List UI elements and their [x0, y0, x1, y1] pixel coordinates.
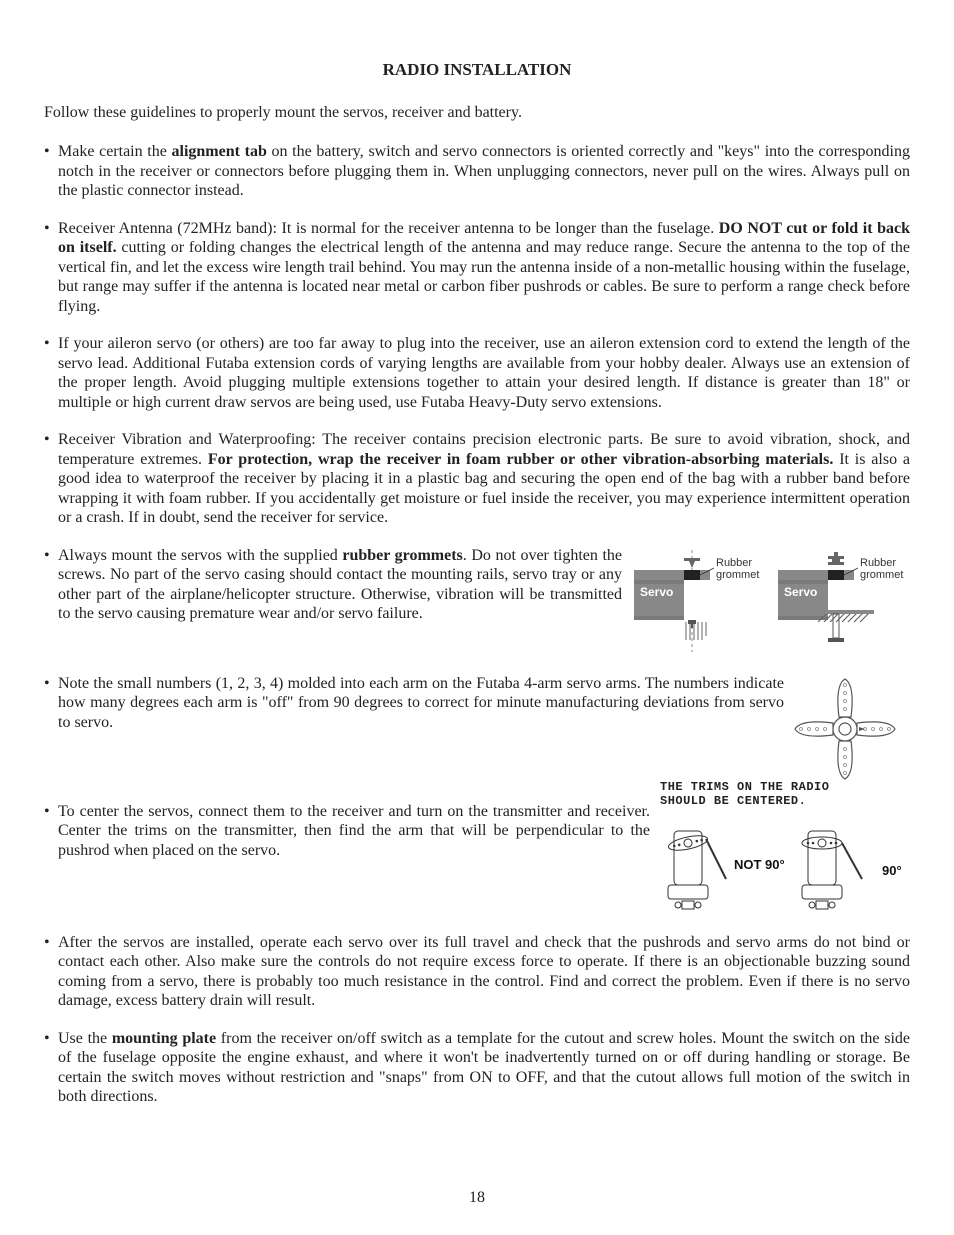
row-rubber-grommets: • Always mount the servos with the suppl…	[44, 546, 910, 656]
trims-figure: NOT 90° 90°	[660, 815, 910, 915]
text: Always mount the servos with the supplie…	[58, 547, 342, 564]
bullet-alignment-tab: • Make certain the alignment tab on the …	[44, 142, 910, 201]
bold-text: For protection, wrap the receiver in foa…	[208, 451, 834, 468]
servo-arm-figure	[790, 674, 900, 784]
text: Receiver Antenna (72MHz band): It is nor…	[58, 220, 719, 237]
row-arm-numbers: • Note the small numbers (1, 2, 3, 4) mo…	[44, 674, 910, 784]
bullet-vibration-waterproof: • Receiver Vibration and Waterproofing: …	[44, 430, 910, 528]
grommet-label: grommet	[860, 569, 903, 581]
text: Note the small numbers (1, 2, 3, 4) mold…	[58, 674, 784, 733]
bullet-marker: •	[44, 802, 54, 861]
not-90-label: NOT 90°	[734, 857, 785, 872]
grommet-label: Rubber	[716, 557, 752, 569]
bullet-marker: •	[44, 142, 54, 201]
bullet-arm-numbers: • Note the small numbers (1, 2, 3, 4) mo…	[44, 674, 784, 733]
servo-grommet-figure: Servo Rubber grommet	[630, 546, 910, 656]
servo-label: Servo	[784, 585, 817, 599]
text: cutting or folding changes the electrica…	[58, 239, 910, 315]
grommet-label: Rubber	[860, 557, 896, 569]
bullet-marker: •	[44, 430, 54, 528]
text: If your aileron servo (or others) are to…	[58, 334, 910, 412]
servo-label: Servo	[640, 585, 673, 599]
bullet-rubber-grommets: • Always mount the servos with the suppl…	[44, 546, 622, 624]
intro-text: Follow these guidelines to properly moun…	[44, 104, 910, 122]
bullet-center-servos: • To center the servos, connect them to …	[44, 802, 650, 861]
text: Use the	[58, 1030, 112, 1047]
page-number: 18	[0, 1189, 954, 1207]
text: Make certain the	[58, 143, 172, 160]
bullet-marker: •	[44, 933, 54, 1011]
bold-text: alignment tab	[172, 143, 267, 160]
text: After the servos are installed, operate …	[58, 933, 910, 1011]
row-center-servos: • To center the servos, connect them to …	[44, 802, 910, 915]
bullet-marker: •	[44, 546, 54, 624]
bullet-marker: •	[44, 674, 54, 733]
page-title: RADIO INSTALLATION	[44, 60, 910, 80]
bullet-after-install: • After the servos are installed, operat…	[44, 933, 910, 1011]
text: To center the servos, connect them to th…	[58, 802, 650, 861]
manual-page: RADIO INSTALLATION Follow these guidelin…	[0, 0, 954, 1235]
bold-text: rubber grommets	[342, 547, 462, 564]
grommet-label: grommet	[716, 569, 759, 581]
trims-caption: THE TRIMS ON THE RADIO SHOULD BE CENTERE…	[660, 780, 910, 809]
bullet-marker: •	[44, 1029, 54, 1107]
bold-text: mounting plate	[112, 1030, 216, 1047]
bullet-extension-cord: • If your aileron servo (or others) are …	[44, 334, 910, 412]
bullet-marker: •	[44, 219, 54, 317]
ninety-label: 90°	[882, 863, 902, 878]
bullet-marker: •	[44, 334, 54, 412]
bullet-antenna: • Receiver Antenna (72MHz band): It is n…	[44, 219, 910, 317]
bullet-mounting-plate: • Use the mounting plate from the receiv…	[44, 1029, 910, 1107]
